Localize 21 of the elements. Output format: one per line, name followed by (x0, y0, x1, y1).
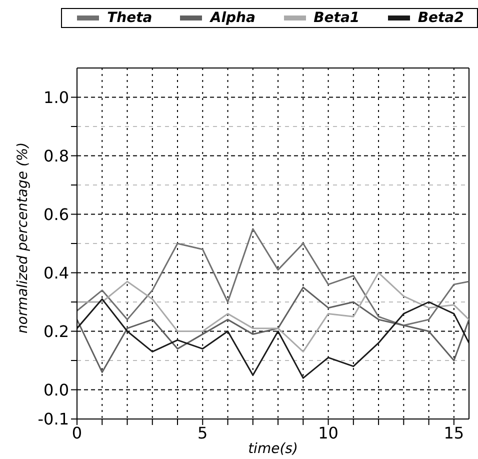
line-series (77, 272, 469, 352)
line-series (77, 298, 469, 379)
x-tick-label: 5 (198, 423, 208, 442)
legend-label: Theta (107, 10, 152, 26)
legend-label: Beta1 (314, 10, 360, 26)
y-tick-label: 0.2 (44, 322, 69, 341)
y-tick-label: 0.6 (44, 204, 69, 224)
y-axis-title: normalized percentage (%) (14, 142, 31, 334)
legend-label: Alpha (210, 10, 256, 26)
x-tick-label: 10 (318, 423, 338, 442)
y-tick-label: 0.4 (44, 263, 69, 282)
y-tick-label: -0.1 (38, 410, 69, 429)
line-series (77, 286, 469, 373)
y-tick-label: 0.8 (44, 146, 69, 166)
line-series (77, 228, 469, 326)
x-axis-title: time(s) (248, 441, 298, 457)
y-tick-label: 0.0 (44, 380, 69, 400)
x-tick-label: 15 (444, 423, 464, 442)
x-tick-label: 0 (72, 423, 82, 442)
y-tick-label: 1.0 (44, 88, 69, 107)
legend-label: Beta2 (418, 10, 464, 26)
